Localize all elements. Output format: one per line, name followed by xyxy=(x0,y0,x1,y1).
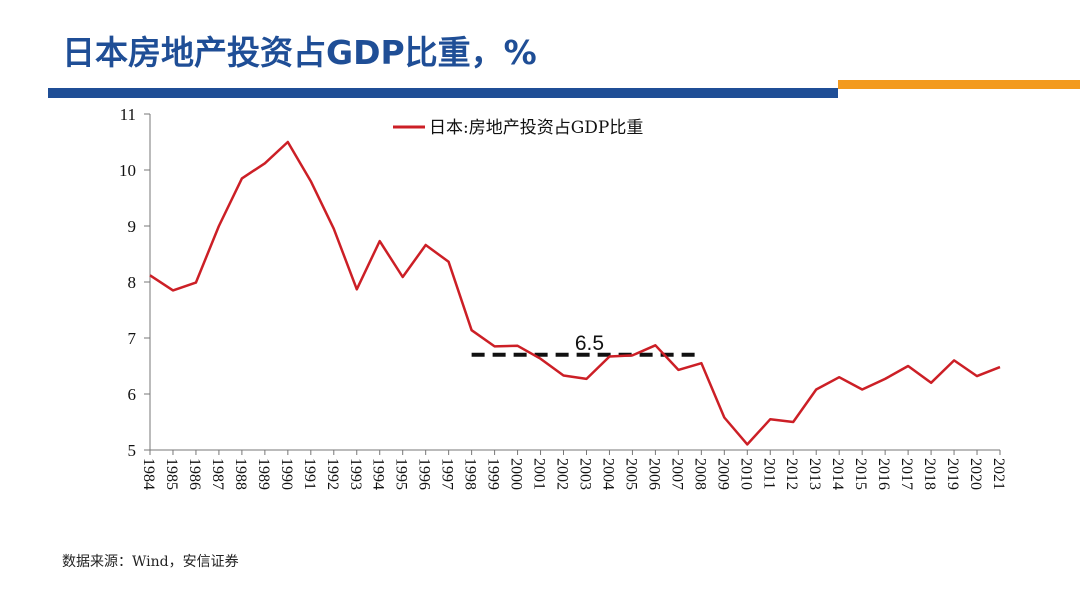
x-tick-label: 2016 xyxy=(875,458,892,490)
x-tick-label: 1993 xyxy=(347,458,364,490)
accent-bar xyxy=(838,80,1080,89)
y-tick-label: 9 xyxy=(128,217,137,236)
x-tick-label: 2000 xyxy=(508,458,525,490)
x-tick-label: 1990 xyxy=(278,458,295,490)
x-tick-label: 2006 xyxy=(645,458,662,490)
x-tick-label: 2015 xyxy=(852,458,869,490)
x-tick-label: 1997 xyxy=(439,458,456,490)
x-tick-label: 2005 xyxy=(622,458,639,490)
x-tick-label: 1992 xyxy=(324,458,341,490)
x-tick-label: 2019 xyxy=(944,458,961,490)
x-axis-ticks: 1984 1985 1986 1987 1988 1989 1990 1991 1992 1993… xyxy=(140,450,1007,490)
y-tick-label: 11 xyxy=(120,105,136,124)
x-tick-label: 2017 xyxy=(898,458,915,490)
x-tick-label: 2001 xyxy=(531,458,548,490)
y-tick-label: 5 xyxy=(128,441,137,460)
series-line xyxy=(149,140,1001,446)
x-tick-label: 2011 xyxy=(760,458,777,489)
y-tick-label: 10 xyxy=(119,161,136,180)
legend-label: 日本:房地产投资占GDP比重 xyxy=(429,118,643,138)
reference-line-group: 6.5 xyxy=(471,332,702,357)
x-tick-label: 1986 xyxy=(186,458,203,490)
y-tick-label: 7 xyxy=(128,329,137,348)
x-tick-label: 2014 xyxy=(829,458,846,490)
chart-axes xyxy=(149,114,1000,451)
x-tick-label: 2010 xyxy=(737,458,754,490)
x-tick-label: 1988 xyxy=(232,458,249,490)
x-tick-label: 2008 xyxy=(691,458,708,490)
title-underline-bar xyxy=(48,88,838,98)
x-tick-label: 1987 xyxy=(209,458,226,490)
page-title: 日本房地产投资占GDP比重，% xyxy=(62,33,537,72)
x-tick-label: 2018 xyxy=(921,458,938,490)
series-group xyxy=(149,140,1001,446)
x-tick-label: 2020 xyxy=(967,458,984,490)
x-tick-label: 1996 xyxy=(416,458,433,490)
x-tick-label: 1991 xyxy=(301,458,318,490)
x-tick-label: 2004 xyxy=(599,458,616,490)
x-tick-label: 1995 xyxy=(393,458,410,490)
x-tick-label: 1994 xyxy=(370,458,387,490)
legend: 日本:房地产投资占GDP比重 xyxy=(393,118,643,138)
y-tick-label: 8 xyxy=(128,273,137,292)
x-tick-label: 1998 xyxy=(462,458,479,490)
x-tick-label: 2003 xyxy=(576,458,593,490)
x-tick-label: 2007 xyxy=(668,458,685,490)
x-tick-label: 2009 xyxy=(714,458,731,490)
x-tick-label: 2021 xyxy=(990,458,1007,490)
x-tick-label: 2013 xyxy=(806,458,823,490)
x-tick-label: 2002 xyxy=(554,458,571,490)
source-note: 数据来源：Wind，安信证券 xyxy=(62,554,239,570)
x-tick-label: 1989 xyxy=(255,458,272,490)
y-axis-ticks: 5 6 7 8 9 10 11 xyxy=(119,105,150,460)
y-tick-label: 6 xyxy=(128,385,137,404)
x-tick-label: 2012 xyxy=(783,458,800,490)
x-tick-label: 1985 xyxy=(163,458,180,490)
reference-line-label: 6.5 xyxy=(575,332,604,355)
x-tick-label: 1984 xyxy=(140,458,157,490)
x-tick-label: 1999 xyxy=(485,458,502,490)
